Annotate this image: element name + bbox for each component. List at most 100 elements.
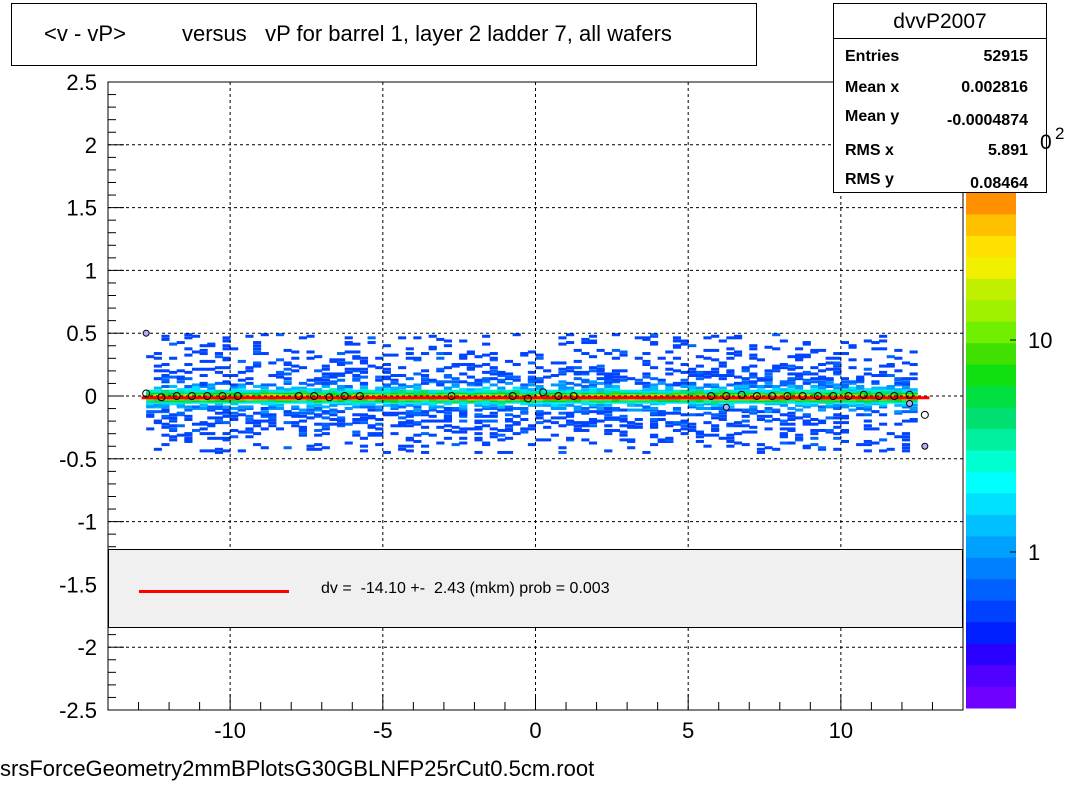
heatmap-cell bbox=[901, 410, 911, 414]
heatmap-cell bbox=[222, 381, 231, 385]
heatmap-cell bbox=[703, 391, 712, 395]
heatmap-cell bbox=[901, 435, 911, 439]
heatmap-cell bbox=[420, 410, 430, 414]
heatmap-cell bbox=[863, 413, 872, 417]
heatmap-cell bbox=[901, 403, 911, 407]
heatmap-cell bbox=[588, 394, 598, 398]
heatmap-cell bbox=[176, 403, 185, 407]
heatmap-cell bbox=[329, 388, 338, 392]
heatmap-cell bbox=[802, 389, 811, 393]
heatmap-cell bbox=[802, 381, 811, 385]
heatmap-cell bbox=[543, 369, 552, 373]
heatmap-cell bbox=[283, 391, 292, 395]
heatmap-cell bbox=[161, 374, 170, 378]
heatmap-cell bbox=[909, 372, 918, 376]
heatmap-cell bbox=[436, 400, 445, 404]
heatmap-cell bbox=[772, 369, 781, 373]
heatmap-cell bbox=[329, 400, 338, 404]
heatmap-cell bbox=[810, 366, 819, 370]
heatmap-cell bbox=[833, 406, 842, 410]
heatmap-cell bbox=[810, 377, 819, 381]
heatmap-cell bbox=[321, 422, 330, 426]
heatmap-cell bbox=[787, 364, 796, 368]
heatmap-cell bbox=[886, 386, 895, 390]
heatmap-cell bbox=[588, 441, 598, 445]
heatmap-cell bbox=[474, 400, 483, 404]
heatmap-cell bbox=[443, 408, 453, 412]
heatmap-cell bbox=[627, 421, 636, 425]
heatmap-cell bbox=[512, 400, 521, 404]
heatmap-cell bbox=[543, 419, 552, 423]
heatmap-cell bbox=[871, 399, 880, 403]
heatmap-cell bbox=[176, 369, 185, 373]
heatmap-cell bbox=[359, 405, 369, 409]
heatmap-cell bbox=[184, 385, 193, 389]
heatmap-cell bbox=[504, 428, 514, 432]
heatmap-cell bbox=[733, 385, 743, 389]
heatmap-cell bbox=[375, 443, 384, 447]
heatmap-cell bbox=[390, 374, 399, 378]
heatmap-cell bbox=[451, 389, 460, 393]
heatmap-cell bbox=[260, 414, 269, 418]
heatmap-cell bbox=[222, 391, 231, 395]
heatmap-cell bbox=[863, 372, 872, 376]
heatmap-cell bbox=[214, 416, 224, 420]
heatmap-cell bbox=[268, 391, 277, 395]
heatmap-cell bbox=[321, 364, 330, 368]
heatmap-cell bbox=[711, 391, 720, 395]
heatmap-cell bbox=[741, 367, 750, 371]
stats-key: Mean x bbox=[845, 79, 900, 96]
heatmap-cell bbox=[512, 421, 521, 425]
heatmap-cell bbox=[711, 374, 720, 378]
grid-lines bbox=[108, 82, 963, 710]
heatmap-cell bbox=[390, 394, 399, 398]
heatmap-cell bbox=[497, 428, 506, 432]
heatmap-cell bbox=[581, 411, 590, 415]
heatmap-cell bbox=[344, 406, 353, 410]
heatmap-cell bbox=[161, 385, 170, 389]
heatmap-cell bbox=[443, 417, 453, 421]
heatmap-cell bbox=[886, 388, 895, 392]
heatmap-cell bbox=[520, 392, 529, 396]
heatmap-cell bbox=[222, 374, 231, 378]
heatmap-cell bbox=[756, 450, 766, 454]
heatmap-cell bbox=[413, 386, 422, 390]
heatmap-cell bbox=[169, 428, 178, 432]
heatmap-cell bbox=[650, 402, 659, 406]
heatmap-cell bbox=[352, 389, 361, 393]
heatmap-cell bbox=[863, 427, 872, 431]
heatmap-cell bbox=[161, 391, 170, 395]
heatmap-cell bbox=[772, 366, 781, 370]
heatmap-cell bbox=[268, 413, 277, 417]
heatmap-cell bbox=[459, 419, 468, 423]
heatmap-cell bbox=[367, 414, 376, 418]
heatmap-cell bbox=[604, 413, 613, 417]
heatmap-cell bbox=[489, 372, 498, 376]
heatmap-cell bbox=[817, 383, 827, 387]
heatmap-cell bbox=[856, 380, 865, 384]
heatmap-cell bbox=[680, 400, 689, 404]
heatmap-cell bbox=[260, 402, 269, 406]
profile-point bbox=[920, 410, 929, 419]
profile-point bbox=[447, 392, 456, 400]
heatmap-cell bbox=[420, 377, 430, 381]
heatmap-cell bbox=[512, 386, 521, 390]
heatmap-cell bbox=[543, 411, 552, 415]
heatmap-cell bbox=[772, 392, 781, 396]
heatmap-cell bbox=[222, 347, 231, 351]
heatmap-cell bbox=[833, 394, 842, 398]
heatmap-cell bbox=[588, 389, 598, 393]
heatmap-cell bbox=[672, 344, 682, 348]
heatmap-cell bbox=[756, 417, 766, 421]
heatmap-cell bbox=[726, 439, 735, 443]
heatmap-cell bbox=[756, 447, 766, 451]
heatmap-cell bbox=[581, 388, 590, 392]
heatmap-cell bbox=[497, 408, 506, 412]
heatmap-cell bbox=[672, 391, 682, 395]
heatmap-cell bbox=[329, 372, 338, 376]
heatmap-cell bbox=[726, 444, 735, 448]
heatmap-cell bbox=[726, 402, 735, 406]
heatmap-cell bbox=[436, 369, 445, 373]
heatmap-cell bbox=[283, 392, 292, 396]
heatmap-cell bbox=[367, 389, 376, 393]
